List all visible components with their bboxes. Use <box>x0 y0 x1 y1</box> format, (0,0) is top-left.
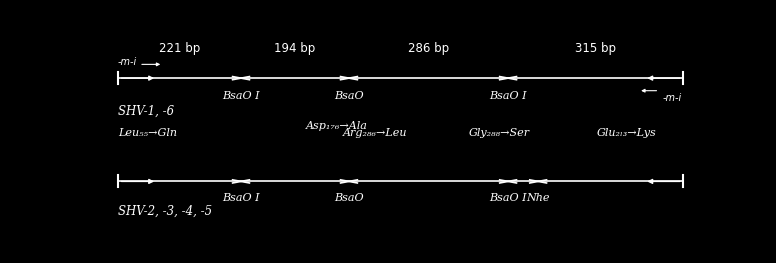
Text: -m-i: -m-i <box>663 93 682 103</box>
Text: -m-i: -m-i <box>118 57 137 67</box>
Text: Asp₁₇₆→Ala: Asp₁₇₆→Ala <box>306 121 368 131</box>
Text: 194 bp: 194 bp <box>275 42 316 55</box>
Text: BsaO: BsaO <box>334 91 364 101</box>
Text: Glu₂ₗ₃→Lys: Glu₂ₗ₃→Lys <box>597 128 656 138</box>
Text: SHV-1, -6: SHV-1, -6 <box>118 104 174 118</box>
Text: Nhe: Nhe <box>526 193 550 203</box>
Text: 221 bp: 221 bp <box>158 42 200 55</box>
Text: BsaO I: BsaO I <box>490 91 527 101</box>
Text: Leu₅₅→Gln: Leu₅₅→Gln <box>118 128 177 138</box>
Text: Arg₂₈₆→Leu: Arg₂₈₆→Leu <box>343 128 407 138</box>
Text: BsaO I: BsaO I <box>490 193 527 203</box>
Text: SHV-2, -3, -4, -5: SHV-2, -3, -4, -5 <box>118 205 212 218</box>
Text: BsaO: BsaO <box>334 193 364 203</box>
Text: 315 bp: 315 bp <box>575 42 616 55</box>
Text: 286 bp: 286 bp <box>408 42 449 55</box>
Text: Gly₂₈₈→Ser: Gly₂₈₈→Ser <box>469 128 530 138</box>
Text: BsaO I: BsaO I <box>222 91 260 101</box>
Text: BsaO I: BsaO I <box>222 193 260 203</box>
